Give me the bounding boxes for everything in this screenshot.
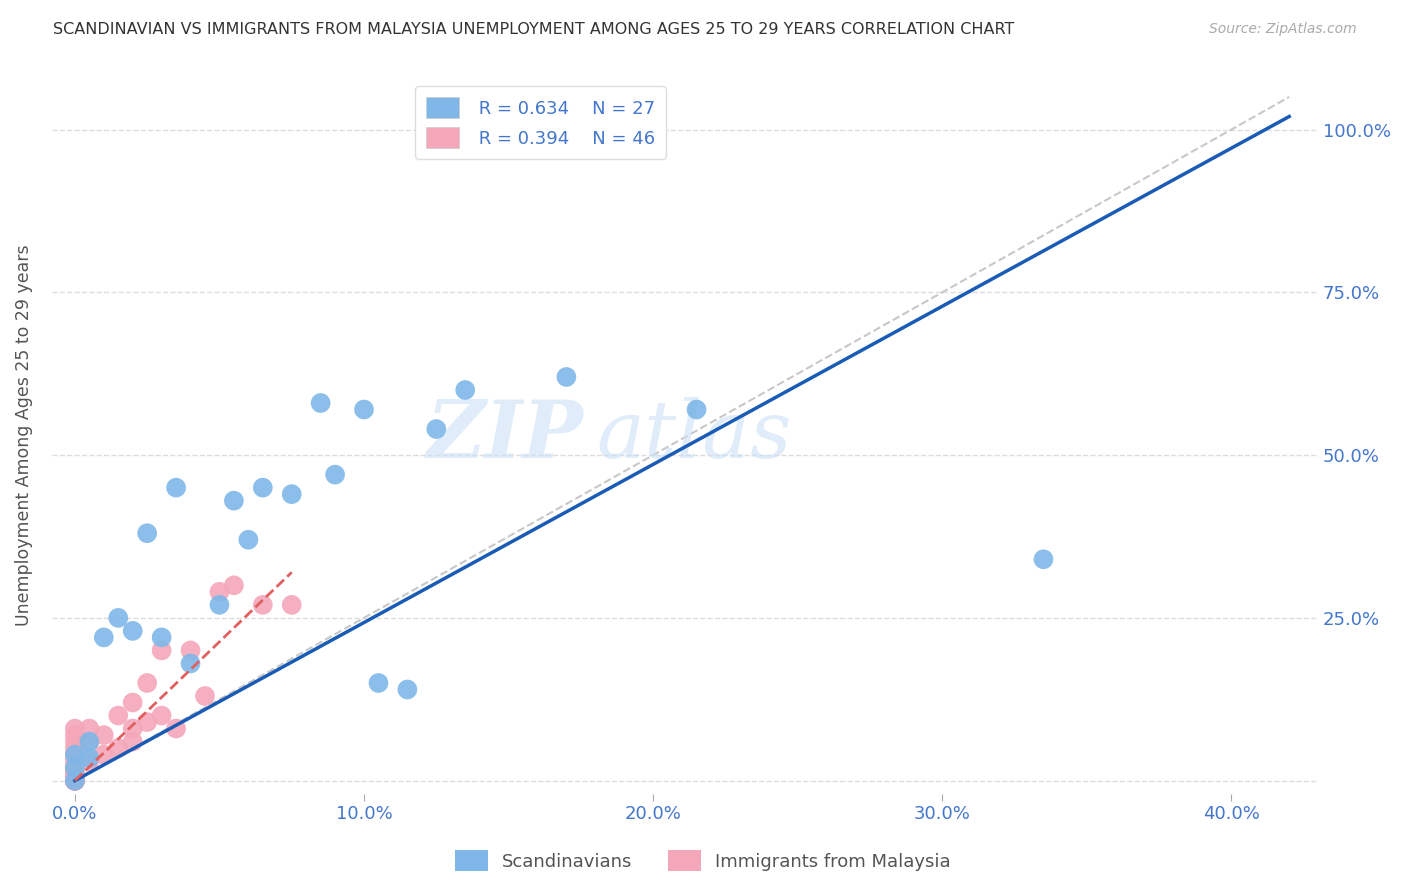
Point: [323, 467, 346, 482]
Point: [180, 657, 202, 671]
Point: [63, 773, 86, 788]
Text: SCANDINAVIAN VS IMMIGRANTS FROM MALAYSIA UNEMPLOYMENT AMONG AGES 25 TO 29 YEARS : SCANDINAVIAN VS IMMIGRANTS FROM MALAYSIA…: [53, 22, 1015, 37]
Point: [121, 722, 143, 736]
Point: [150, 631, 173, 645]
Point: [63, 773, 86, 788]
Point: [136, 676, 159, 690]
Legend:  R = 0.634    N = 27,  R = 0.394    N = 46: R = 0.634 N = 27, R = 0.394 N = 46: [415, 87, 666, 159]
Point: [454, 383, 477, 397]
Point: [136, 714, 159, 729]
Point: [63, 767, 86, 781]
Point: [63, 734, 86, 748]
Point: [252, 481, 274, 495]
Point: [121, 696, 143, 710]
Point: [63, 773, 86, 788]
Point: [79, 751, 101, 765]
Point: [93, 631, 115, 645]
Point: [121, 624, 143, 638]
Point: [79, 754, 101, 768]
Point: [280, 487, 302, 501]
Point: [150, 643, 173, 657]
Point: [63, 767, 86, 781]
Point: [79, 734, 101, 748]
Point: [63, 773, 86, 788]
Point: [63, 761, 86, 775]
Point: [165, 481, 187, 495]
Point: [63, 773, 86, 788]
Text: ZIP: ZIP: [427, 397, 583, 475]
Point: [555, 370, 578, 384]
Point: [93, 728, 115, 742]
Point: [107, 708, 129, 723]
Point: [63, 773, 86, 788]
Point: [63, 761, 86, 775]
Point: [194, 689, 217, 703]
Point: [63, 773, 86, 788]
Point: [353, 402, 375, 417]
Point: [1032, 552, 1054, 566]
Point: [425, 422, 447, 436]
Point: [63, 741, 86, 756]
Point: [396, 682, 419, 697]
Point: [63, 722, 86, 736]
Point: [63, 747, 86, 762]
Legend: Scandinavians, Immigrants from Malaysia: Scandinavians, Immigrants from Malaysia: [447, 843, 959, 879]
Text: Source: ZipAtlas.com: Source: ZipAtlas.com: [1209, 22, 1357, 37]
Point: [63, 773, 86, 788]
Point: [63, 747, 86, 762]
Point: [93, 747, 115, 762]
Point: [63, 773, 86, 788]
Point: [63, 773, 86, 788]
Point: [165, 722, 187, 736]
Point: [180, 643, 202, 657]
Point: [107, 611, 129, 625]
Point: [150, 708, 173, 723]
Point: [63, 754, 86, 768]
Point: [63, 773, 86, 788]
Point: [136, 526, 159, 541]
Point: [79, 722, 101, 736]
Text: atlas: atlas: [596, 397, 792, 475]
Point: [63, 773, 86, 788]
Point: [107, 741, 129, 756]
Point: [63, 728, 86, 742]
Point: [79, 734, 101, 748]
Point: [63, 747, 86, 762]
Point: [222, 493, 245, 508]
Point: [121, 734, 143, 748]
Point: [685, 402, 707, 417]
Point: [367, 676, 389, 690]
Point: [252, 598, 274, 612]
Point: [222, 578, 245, 592]
Point: [63, 767, 86, 781]
Point: [63, 761, 86, 775]
Point: [280, 598, 302, 612]
Point: [208, 584, 231, 599]
Point: [309, 396, 332, 410]
Y-axis label: Unemployment Among Ages 25 to 29 years: Unemployment Among Ages 25 to 29 years: [15, 244, 32, 626]
Point: [238, 533, 260, 547]
Point: [63, 773, 86, 788]
Point: [63, 773, 86, 788]
Point: [208, 598, 231, 612]
